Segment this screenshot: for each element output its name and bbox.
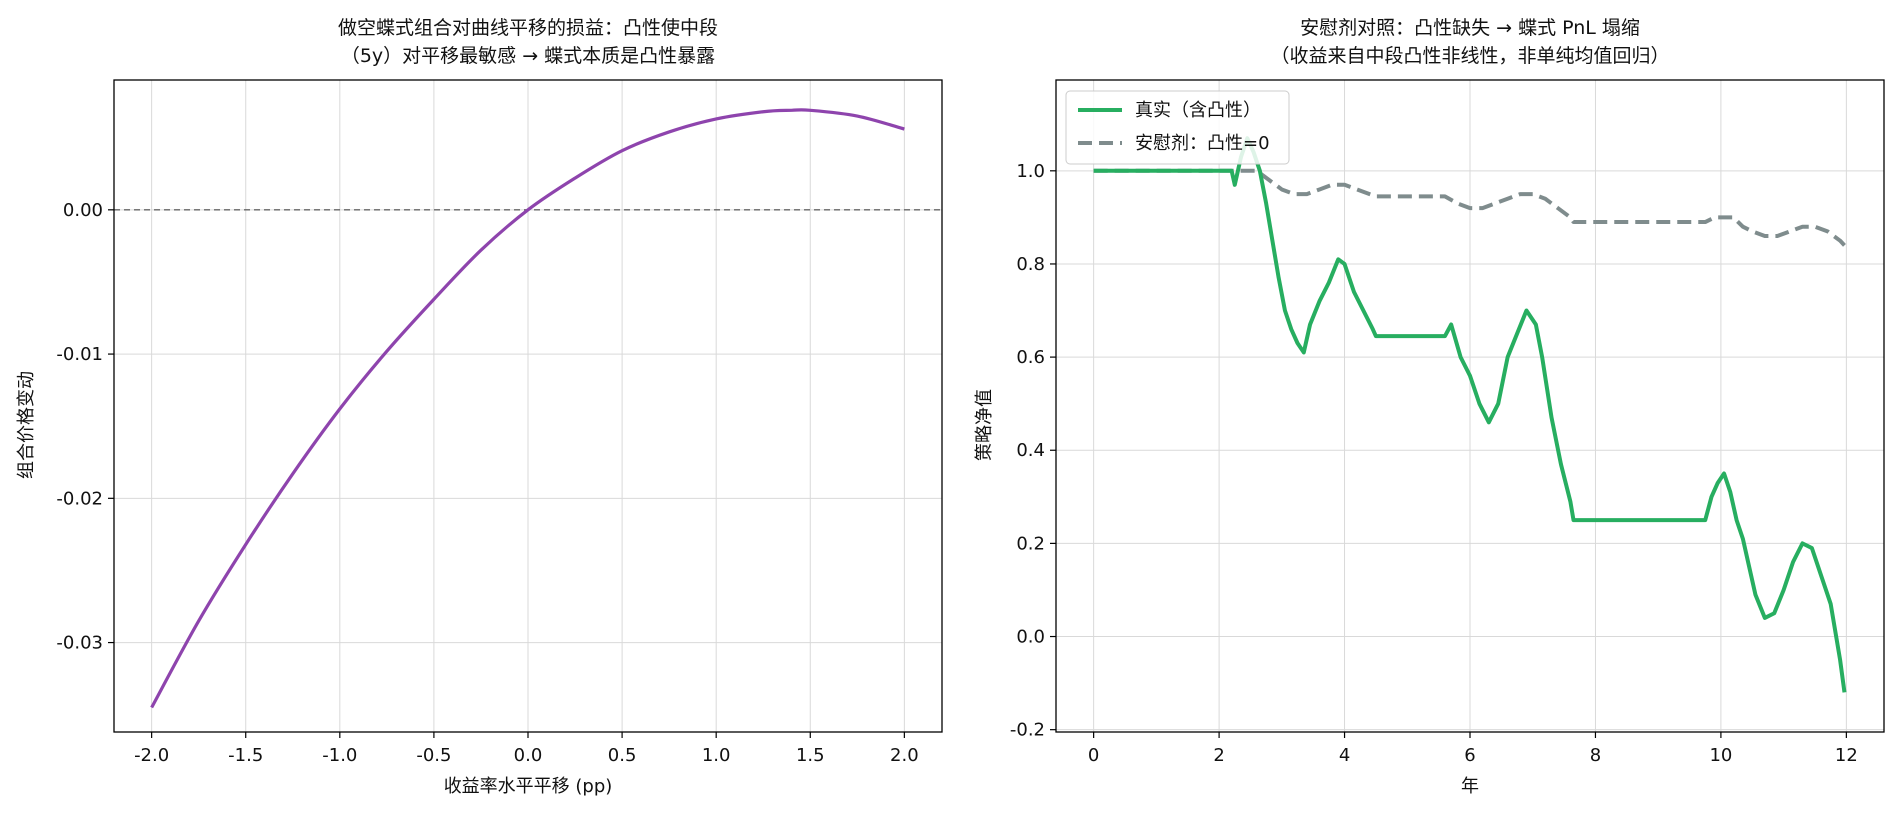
left-y-tick-label: 0.00	[63, 200, 103, 221]
right-x-tick-label: 12	[1835, 745, 1858, 766]
right-chart-x-axis-label: 年	[1461, 776, 1479, 797]
left-y-tick-label: -0.03	[56, 633, 103, 654]
right-y-tick-label: 0.0	[1016, 627, 1045, 648]
left-chart-x-ticks: -2.0 -1.5 -1.0 -0.5 0.0 0.5 1.0 1.5 2.0	[134, 732, 919, 766]
left-chart-x-axis-label: 收益率水平平移 (pp)	[444, 776, 613, 797]
left-x-tick-label: -1.5	[228, 745, 263, 766]
left-chart-title-line-1: 做空蝶式组合对曲线平移的损益：凸性使中段	[338, 17, 718, 39]
left-x-tick-label: 0.5	[608, 745, 637, 766]
right-x-tick-label: 10	[1709, 745, 1732, 766]
right-chart-x-ticks: 0 2 4 6 8 10 12	[1088, 732, 1858, 766]
left-chart-y-axis-label: 组合价格变动	[16, 371, 37, 479]
left-chart-pnl-curve	[150, 108, 905, 709]
right-chart-grid	[1056, 80, 1884, 732]
left-x-tick-label: -0.5	[416, 745, 451, 766]
right-chart-placebo-series-line	[1093, 168, 1846, 247]
legend-placebo-label: 安慰剂：凸性=0	[1135, 133, 1270, 154]
right-y-tick-label: 0.2	[1016, 533, 1045, 554]
right-y-tick-label: 0.8	[1016, 254, 1045, 275]
right-chart-title-line-2: （收益来自中段凸性非线性，非单纯均值回归）	[1270, 45, 1669, 67]
left-x-tick-label: 1.0	[702, 745, 731, 766]
left-y-tick-label: -0.01	[56, 344, 103, 365]
right-x-tick-label: 8	[1590, 745, 1601, 766]
right-chart-y-ticks: -0.2 0.0 0.2 0.4 0.6 0.8 1.0	[1010, 161, 1056, 741]
right-chart-title-line-1: 安慰剂对照：凸性缺失 → 蝶式 PnL 塌缩	[1300, 17, 1640, 39]
left-chart: 做空蝶式组合对曲线平移的损益：凸性使中段 （5y）对平移最敏感 → 蝶式本质是凸…	[16, 17, 943, 797]
left-chart-grid	[114, 80, 942, 732]
right-chart-y-axis-label: 策略净值	[974, 389, 995, 461]
left-chart-title-line-2: （5y）对平移最敏感 → 蝶式本质是凸性暴露	[341, 45, 715, 67]
right-x-tick-label: 2	[1213, 745, 1224, 766]
right-chart: 安慰剂对照：凸性缺失 → 蝶式 PnL 塌缩 （收益来自中段凸性非线性，非单纯均…	[974, 17, 1885, 797]
right-chart-real-series-line	[1093, 136, 1847, 693]
left-x-tick-label: 1.5	[796, 745, 825, 766]
right-y-tick-label: 1.0	[1016, 161, 1045, 182]
right-x-tick-label: 6	[1464, 745, 1475, 766]
right-chart-legend: 真实（含凸性） 安慰剂：凸性=0	[1065, 90, 1290, 165]
right-y-tick-label: 0.6	[1016, 347, 1045, 368]
legend-real-label: 真实（含凸性）	[1135, 100, 1261, 121]
right-x-tick-label: 4	[1339, 745, 1350, 766]
right-x-tick-label: 0	[1088, 745, 1099, 766]
right-y-tick-label: 0.4	[1016, 440, 1045, 461]
left-x-tick-label: -2.0	[134, 745, 169, 766]
left-y-tick-label: -0.02	[56, 488, 103, 509]
left-x-tick-label: 2.0	[890, 745, 919, 766]
left-chart-y-ticks: -0.03 -0.02 -0.01 0.00	[56, 200, 114, 654]
left-x-tick-label: 0.0	[514, 745, 543, 766]
left-x-tick-label: -1.0	[322, 745, 357, 766]
right-y-tick-label: -0.2	[1010, 720, 1045, 741]
